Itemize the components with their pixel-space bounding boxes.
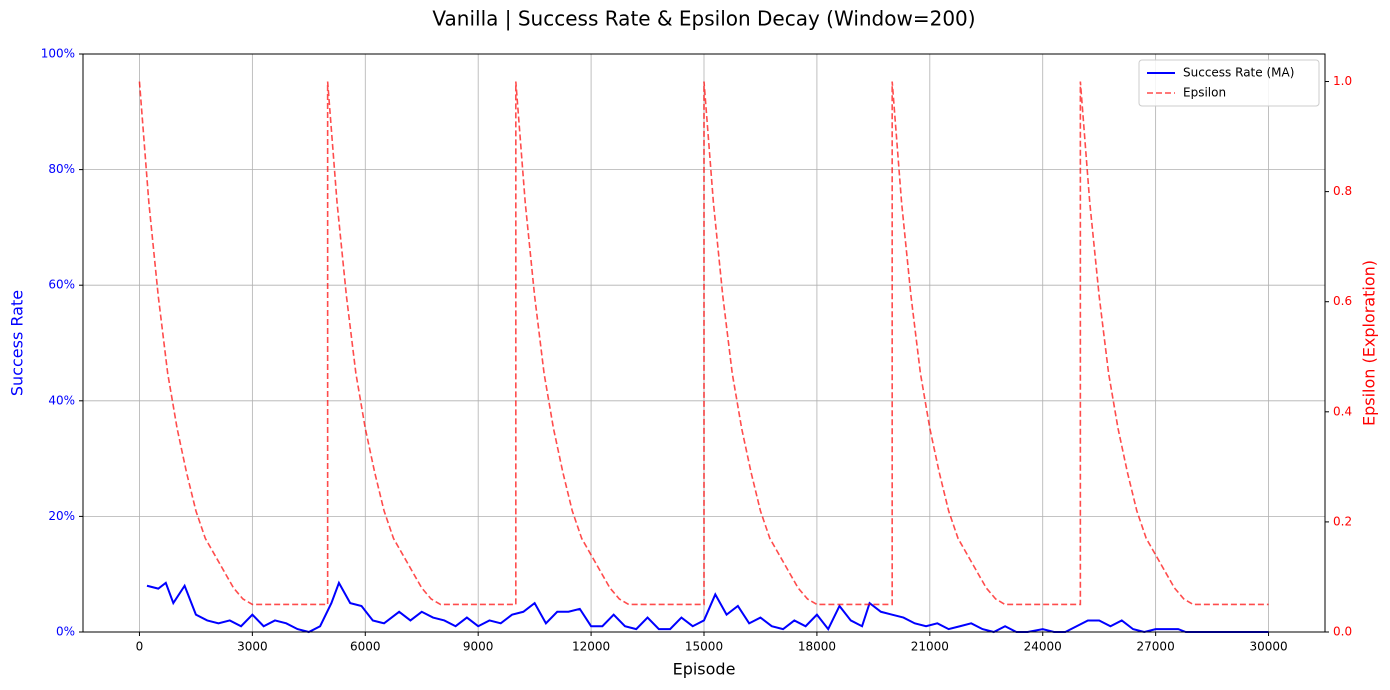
y2-tick-label: 0.0 (1333, 625, 1352, 639)
y2-tick-label: 0.6 (1333, 294, 1352, 308)
x-tick-label: 15000 (685, 640, 723, 654)
y-tick-label: 80% (48, 162, 75, 176)
y-tick-label: 60% (48, 278, 75, 292)
chart-title: Vanilla | Success Rate & Epsilon Decay (… (432, 7, 975, 31)
x-tick-label: 9000 (463, 640, 494, 654)
y2-axis-label: Epsilon (Exploration) (1360, 260, 1379, 426)
y-axis-label: Success Rate (8, 290, 27, 396)
series-line (146, 580, 1269, 634)
y2-tick-label: 0.4 (1333, 404, 1352, 418)
x-tick-label: 3000 (237, 640, 268, 654)
x-tick-label: 30000 (1249, 640, 1287, 654)
x-tick-label: 24000 (1024, 640, 1062, 654)
x-tick-label: 18000 (798, 640, 836, 654)
x-tick-label: 0 (136, 640, 144, 654)
y-tick-label: 20% (48, 509, 75, 523)
x-tick-label: 21000 (911, 640, 949, 654)
x-tick-label: 6000 (350, 640, 381, 654)
plot-frame (82, 53, 1326, 633)
series-line (138, 81, 1269, 606)
y2-tick-label: 0.2 (1333, 514, 1352, 528)
y-tick-label: 0% (56, 625, 75, 639)
x-tick-label: 27000 (1137, 640, 1175, 654)
y2-tick-label: 0.8 (1333, 184, 1352, 198)
legend-label: Epsilon (1183, 86, 1226, 100)
legend-label: Success Rate (MA) (1183, 66, 1294, 80)
x-axis-label: Episode (673, 660, 736, 679)
legend: Success Rate (MA) Epsilon (1138, 59, 1320, 107)
y-tick-label: 100% (41, 47, 75, 61)
y-tick-label: 40% (48, 393, 75, 407)
legend-box (1138, 59, 1320, 107)
y2-tick-label: 1.0 (1333, 74, 1352, 88)
x-tick-label: 12000 (572, 640, 610, 654)
